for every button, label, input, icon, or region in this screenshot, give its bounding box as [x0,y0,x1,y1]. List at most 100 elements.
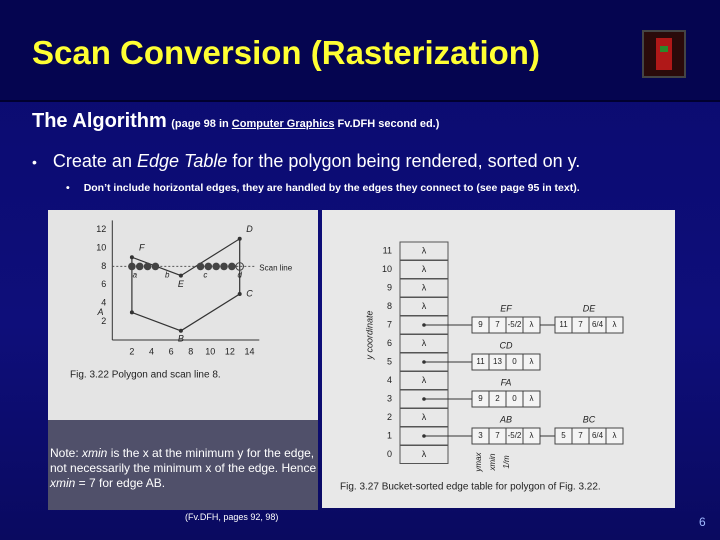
x-label: 8 [188,346,193,356]
column-label: xmin [488,453,497,471]
vertex [237,236,242,241]
column-label: 1/m [502,455,511,469]
empty-marker: λ [422,338,427,348]
logo [642,30,686,78]
reference-part: Fv.DFH second ed.) [334,118,440,130]
row-label: 0 [387,449,392,459]
edge-cell: 2 [495,394,500,403]
x-label: 2 [129,346,134,356]
vertex [129,310,134,315]
vertex [237,292,242,296]
edge-cell: 7 [495,431,500,440]
pixel [128,262,136,271]
edge-cell: 0 [512,394,517,403]
edge-terminator: λ [613,431,617,440]
bullet-emphasis: Edge Table [136,151,228,171]
y-label: 8 [101,261,106,271]
edge-terminator: λ [613,320,617,329]
edge-cell: 7 [495,320,500,329]
bullet-text: for the polygon being rendered, sorted o… [227,151,581,171]
edge-cell: 9 [478,394,483,403]
edge-terminator: λ [530,357,534,366]
y-label: 12 [96,224,106,234]
row-label: 3 [387,393,392,403]
point-label: d [237,271,242,280]
column-label: ymax [474,451,483,472]
vertex [178,273,183,278]
pixel [228,262,236,271]
caption: Fig. 3.27 Bucket-sorted edge table for p… [340,482,601,493]
y-label: 4 [101,298,106,308]
header-band [0,0,720,102]
edge-cell: 7 [578,431,583,440]
pixel [235,262,244,271]
empty-marker: λ [422,264,427,274]
edge-cell: 0 [512,357,517,366]
edge-cell: 3 [478,431,483,440]
edge-terminator: λ [530,320,534,329]
edge-name: CD [500,340,513,350]
edge-cell: 11 [476,357,485,366]
edge-cell: 11 [559,320,568,329]
point-label: c [203,271,207,280]
x-label: 12 [225,346,235,356]
vertex-label: F [139,242,145,252]
section-heading: The Algorithm (page 98 in Computer Graph… [32,110,439,133]
empty-marker: λ [422,301,427,311]
edge-cell: 6/4 [592,320,604,329]
empty-marker: λ [422,282,427,292]
pixel [212,262,220,271]
edge-cell: 9 [478,320,483,329]
slide-title: Scan Conversion (Rasterization) [32,34,540,71]
edge-name: EF [500,303,512,313]
citation: (Fv.DFH, pages 92, 98) [185,512,279,522]
vertex-label: E [178,279,185,289]
note-term: xmin [50,476,76,490]
empty-marker: λ [422,449,427,459]
bullet: • Create an Edge Table for the polygon be… [32,151,581,171]
pixel [143,262,152,271]
row-label: 10 [382,264,392,274]
edge-cell: 13 [493,357,502,366]
edge-terminator: λ [530,394,534,403]
row-label: 9 [387,282,392,292]
page-number: 6 [699,515,706,529]
y-label: 6 [101,279,106,289]
empty-marker: λ [422,375,427,385]
x-label: 4 [149,346,154,356]
row-label: 4 [387,375,392,385]
scan-line-label: Scan line [259,263,292,272]
edge-name: FA [501,377,512,387]
bucket [399,445,449,464]
note: Note: xmin is the x at the minimum y for… [48,420,318,510]
y-label: 2 [101,316,106,326]
vertex-label: D [246,224,253,234]
y-label: 10 [96,242,106,252]
note-text: Note: [50,446,83,460]
row-label: 5 [387,356,392,366]
sub-bullet: • Don’t include horizontal edges, they ar… [66,182,580,194]
pixel [204,262,213,271]
edge-terminator: λ [530,431,534,440]
pixel [151,262,160,271]
figure-left-bg [48,210,318,420]
pixel [196,262,205,271]
point-label: a [133,271,138,280]
heading-text: The Algorithm [32,110,167,132]
row-label: 1 [387,430,392,440]
edge-name: BC [583,414,596,424]
empty-marker: λ [422,412,427,422]
pixel [220,262,228,271]
vertex [178,328,183,333]
reference-book: Computer Graphics [231,118,335,130]
x-label: 10 [205,346,215,356]
sub-bullet-text: Don’t include horizontal edges, they are… [83,182,580,194]
vertex-label: B [178,333,184,343]
row-label: 6 [387,338,392,348]
note-text: = 7 for edge AB. [75,476,166,490]
vertex-label: A [97,307,104,317]
edge-cell: 6/4 [592,431,604,440]
vertex-label: C [246,288,253,298]
